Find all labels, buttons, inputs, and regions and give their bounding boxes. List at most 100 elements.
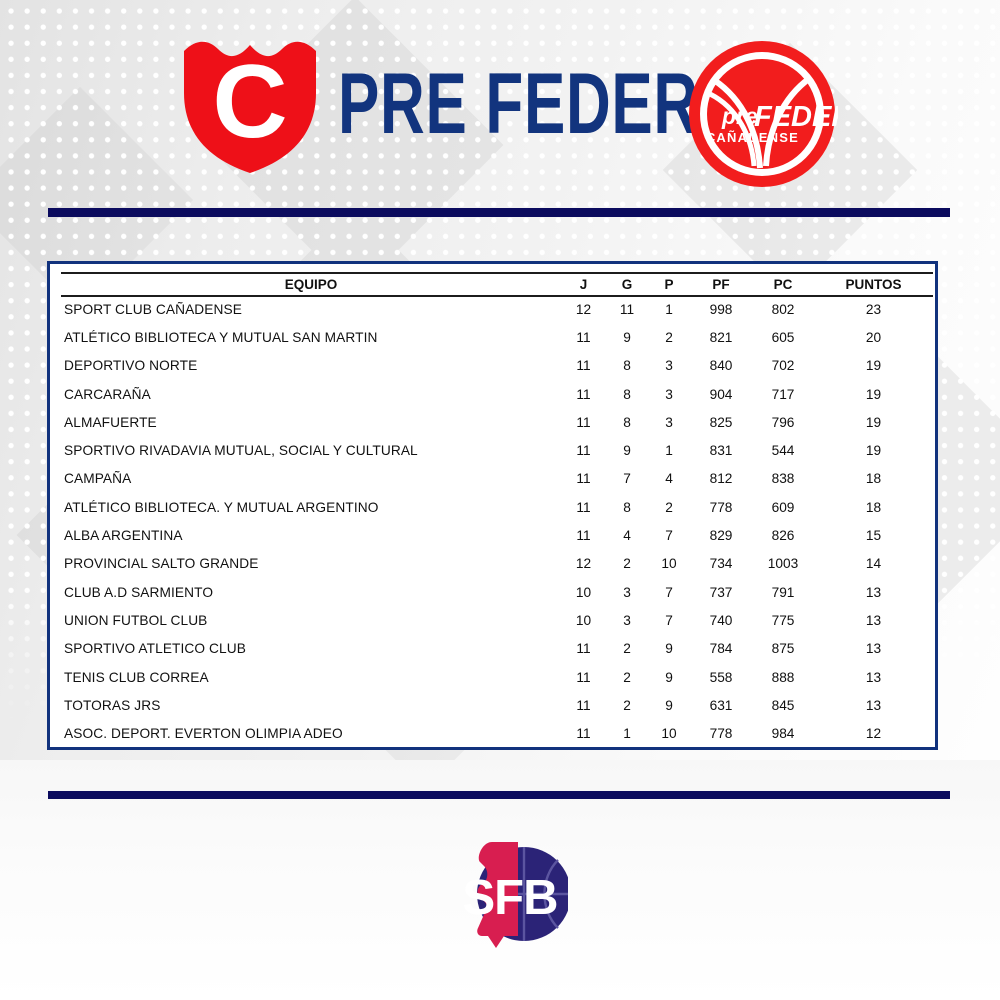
cell-g: 8 (623, 358, 631, 374)
column-header-equipo: EQUIPO (284, 276, 338, 292)
cell-g: 2 (623, 669, 631, 685)
cell-puntos: 19 (865, 358, 882, 374)
cell-g: 2 (623, 697, 631, 713)
cell-j: 11 (576, 726, 591, 742)
table-row: SPORTIVO ATLETICO CLUB 11 2 9 784 875 13 (61, 635, 933, 663)
cell-g: 8 (623, 414, 631, 430)
cell-p: 3 (665, 414, 673, 430)
cell-j: 11 (576, 641, 591, 657)
standings-card: EQUIPO J G P PF PC PUNTOS SPORT CLUB CAÑ… (47, 261, 938, 750)
cell-g: 11 (619, 301, 635, 317)
cell-team: UNION FUTBOL CLUB (64, 612, 208, 628)
cell-pc: 845 (771, 697, 795, 713)
cell-j: 10 (575, 612, 592, 628)
cell-j: 11 (576, 499, 591, 515)
cell-p: 7 (665, 584, 673, 600)
cell-pf: 831 (709, 443, 733, 459)
column-header-p: P (664, 276, 674, 292)
cell-team: ATLÉTICO BIBLIOTECA. Y MUTUAL ARGENTINO (64, 499, 379, 515)
table-row: ALBA ARGENTINA 11 4 7 829 826 15 (61, 521, 933, 549)
table-row: UNION FUTBOL CLUB 10 3 7 740 775 13 (61, 606, 933, 634)
cell-pf: 829 (709, 528, 733, 544)
cell-j: 11 (576, 443, 591, 459)
cell-pc: 875 (771, 641, 795, 657)
badge-text-federal: FEDERAL (754, 101, 838, 133)
cell-j: 12 (575, 556, 592, 572)
cell-pf: 631 (709, 697, 733, 713)
cell-puntos: 13 (865, 697, 882, 713)
table-row: ALMAFUERTE 11 8 3 825 796 19 (61, 408, 933, 436)
standings-table: EQUIPO J G P PF PC PUNTOS SPORT CLUB CAÑ… (61, 273, 933, 748)
cell-p: 1 (665, 443, 673, 459)
cell-team: CARCARAÑA (64, 386, 151, 402)
cell-p: 2 (665, 329, 673, 345)
table-header-row: EQUIPO J G P PF PC PUNTOS (61, 273, 933, 295)
cell-j: 11 (576, 386, 591, 402)
sfb-logo-text: SFB (463, 871, 558, 925)
cell-j: 11 (576, 669, 591, 685)
cell-pc: 1003 (767, 556, 799, 572)
cell-pc: 984 (771, 726, 795, 742)
column-header-pf: PF (712, 276, 730, 292)
cell-p: 7 (665, 612, 673, 628)
cell-g: 3 (623, 584, 631, 600)
table-row: ATLÉTICO BIBLIOTECA Y MUTUAL SAN MARTIN 1… (61, 323, 933, 351)
cell-j: 11 (576, 528, 591, 544)
cell-pc: 802 (771, 301, 795, 317)
cell-p: 9 (665, 669, 673, 685)
cell-team: TENIS CLUB CORREA (64, 669, 209, 685)
table-row: SPORT CLUB CAÑADENSE 12 11 1 998 802 23 (61, 295, 933, 323)
cell-pc: 702 (771, 358, 795, 374)
cell-team: CAMPAÑA (64, 471, 132, 487)
cell-pf: 740 (709, 612, 733, 628)
cell-pc: 888 (771, 669, 795, 685)
cell-pc: 544 (771, 443, 795, 459)
cell-puntos: 18 (865, 499, 882, 515)
cell-pf: 734 (709, 556, 733, 572)
divider-top (48, 208, 950, 217)
column-header-pc: PC (773, 276, 793, 292)
cell-pc: 838 (771, 471, 795, 487)
cell-g: 2 (623, 641, 631, 657)
table-row: TOTORAS JRS 11 2 9 631 845 13 (61, 691, 933, 719)
cell-team: DEPORTIVO NORTE (64, 358, 198, 374)
cell-g: 9 (623, 443, 631, 459)
cell-team: TOTORAS JRS (64, 697, 161, 713)
cell-p: 3 (665, 386, 673, 402)
cell-pc: 609 (771, 499, 795, 515)
cell-p: 4 (665, 471, 673, 487)
cell-g: 2 (623, 556, 631, 572)
badge-text-pre: pre (721, 103, 758, 129)
column-header-puntos: PUNTOS (845, 276, 902, 292)
column-header-g: G (621, 276, 633, 292)
cell-pc: 717 (771, 386, 795, 402)
cell-g: 1 (623, 726, 631, 742)
cell-team: ALMAFUERTE (64, 414, 157, 430)
cell-puntos: 12 (865, 726, 882, 742)
cell-pf: 778 (709, 726, 733, 742)
cell-puntos: 23 (865, 301, 882, 317)
cell-puntos: 19 (865, 414, 882, 430)
cell-p: 3 (665, 358, 673, 374)
cell-puntos: 19 (865, 386, 882, 402)
cell-j: 11 (576, 414, 591, 430)
standings-table-body: SPORT CLUB CAÑADENSE 12 11 1 998 802 23 ATLÉTIC… (61, 295, 933, 748)
club-shield-logo: C (182, 33, 318, 175)
cell-pc: 775 (771, 612, 795, 628)
cell-pf: 821 (709, 329, 733, 345)
sfb-footer-logo: SFB (452, 836, 571, 954)
cell-pc: 791 (771, 584, 795, 600)
pre-federal-badge-logo: pre FEDERAL CAÑADENSE (686, 38, 891, 190)
cell-g: 4 (623, 528, 631, 544)
cell-p: 7 (665, 528, 673, 544)
cell-p: 9 (665, 697, 673, 713)
table-row: PROVINCIAL SALTO GRANDE 12 2 10 734 1003 14 (61, 550, 933, 578)
table-row: ATLÉTICO BIBLIOTECA. Y MUTUAL ARGENTINO 1… (61, 493, 933, 521)
cell-team: ASOC. DEPORT. EVERTON OLIMPIA ADEO (64, 726, 343, 742)
cell-j: 11 (576, 358, 591, 374)
cell-pf: 778 (709, 499, 733, 515)
cell-pf: 558 (709, 669, 733, 685)
cell-team: SPORTIVO ATLETICO CLUB (64, 641, 246, 657)
divider-bottom (48, 791, 950, 799)
cell-p: 10 (661, 726, 677, 742)
